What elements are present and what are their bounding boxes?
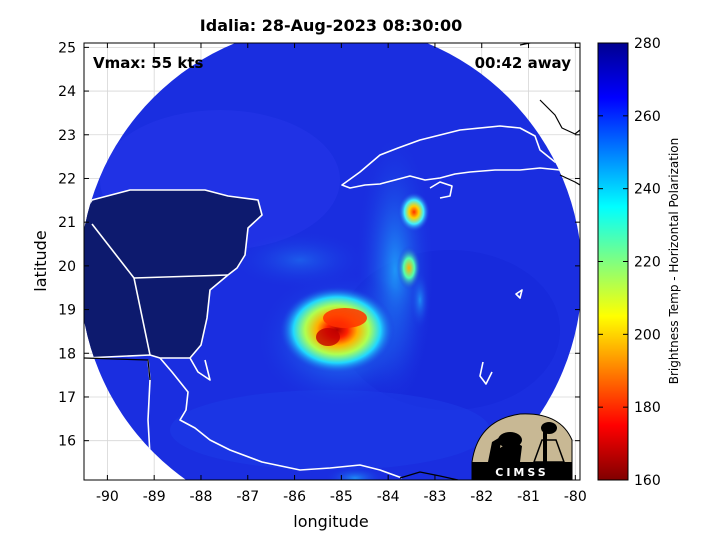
x-tick-label: -87 bbox=[236, 489, 259, 505]
x-tick-label: -81 bbox=[517, 489, 540, 505]
x-tick-label: -85 bbox=[330, 489, 353, 505]
y-tick-label: 20 bbox=[58, 259, 76, 275]
x-tick-label: -90 bbox=[96, 489, 119, 505]
y-tick-label: 24 bbox=[58, 84, 76, 100]
y-tick-label: 22 bbox=[58, 171, 76, 187]
x-tick-label: -88 bbox=[190, 489, 213, 505]
colorbar-tick-label: 240 bbox=[634, 182, 661, 198]
storm-core bbox=[279, 286, 395, 374]
eastern-band-north bbox=[398, 192, 430, 232]
y-axis-label: latitude bbox=[31, 230, 50, 291]
y-tick-label: 18 bbox=[58, 346, 76, 362]
axes-frame bbox=[83, 42, 581, 481]
colorbar-tick-label: 180 bbox=[634, 400, 661, 416]
time-away-annotation: 00:42 away bbox=[475, 54, 572, 72]
chart-title: Idalia: 28-Aug-2023 08:30:00 bbox=[200, 16, 462, 35]
vmax-annotation: Vmax: 55 kts bbox=[93, 54, 203, 72]
x-tick-label: -82 bbox=[470, 489, 493, 505]
y-tick-label: 23 bbox=[58, 128, 76, 144]
x-tick-label: -84 bbox=[377, 489, 400, 505]
colorbar-tick-label: 200 bbox=[634, 327, 661, 343]
x-tick-label: -83 bbox=[424, 489, 447, 505]
y-tick-label: 16 bbox=[58, 434, 76, 450]
colorbar-tick-label: 160 bbox=[634, 473, 661, 489]
x-tick-label: -89 bbox=[143, 489, 166, 505]
x-axis-label: longitude bbox=[293, 512, 368, 531]
y-tick-label: 21 bbox=[58, 215, 76, 231]
y-tick-label: 17 bbox=[58, 390, 76, 406]
x-axis-ticks: -90 -89 -88 -87 -86 -85 -84 -83 -82 -81 -80 bbox=[96, 43, 587, 505]
cimss-logo: CIMSS bbox=[471, 413, 573, 481]
colorbar-ticks: 160 180 200 220 240 260 280 bbox=[598, 36, 661, 489]
colorbar-tick-label: 260 bbox=[634, 109, 661, 125]
colorbar-tick-label: 280 bbox=[634, 36, 661, 52]
yucatan-land bbox=[84, 190, 262, 358]
colorbar-label: Brightness Temp - Horizontal Polarizatio… bbox=[667, 138, 681, 385]
x-tick-label: -80 bbox=[564, 489, 587, 505]
y-tick-label: 19 bbox=[58, 303, 76, 319]
logo-text: CIMSS bbox=[495, 466, 548, 479]
colorbar: 160 180 200 220 240 260 280 Brightness Temp - … bbox=[597, 36, 681, 489]
y-axis-ticks: 16 17 18 19 20 21 22 23 24 25 bbox=[58, 40, 580, 450]
y-tick-label: 25 bbox=[58, 40, 76, 56]
colorbar-tick-label: 220 bbox=[634, 255, 661, 271]
x-tick-label: -86 bbox=[283, 489, 306, 505]
